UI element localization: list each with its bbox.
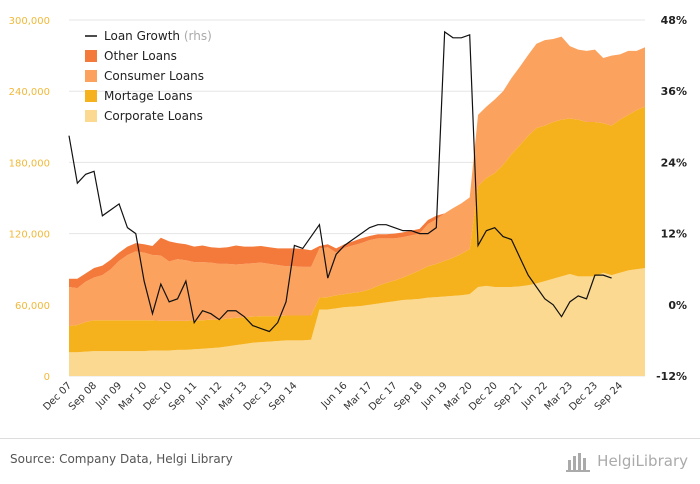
right-tick-label: -12% [656, 370, 687, 383]
area-corporate [69, 268, 645, 376]
left-tick-label: 0 [44, 372, 50, 383]
stacked-areas [69, 36, 645, 376]
area-consumer [69, 36, 645, 327]
left-tick-label: 240,000 [9, 87, 50, 98]
helgi-library-logo-icon [566, 453, 591, 472]
left-axis: 0 60,000 120,000 180,000 240,000 300,000 [9, 16, 50, 383]
left-tick-label: 120,000 [9, 230, 50, 241]
right-tick-label: 12% [661, 228, 687, 241]
legend-swatch-consumer [85, 70, 97, 82]
brand-logo: HelgiLibrary [566, 449, 688, 473]
loan-growth-polyline [68, 30, 612, 333]
legend-label-corporate: Corporate Loans [104, 109, 203, 123]
source-note: Source: Company Data, Helgi Library [10, 452, 233, 466]
legend-label-mortgage: Mortage Loans [104, 89, 193, 103]
x-tick-label: Sep 11 [167, 380, 199, 412]
brand-name: HelgiLibrary [597, 452, 688, 470]
left-tick-label: 180,000 [9, 158, 50, 169]
legend-label-loan_growth: Loan Growth (rhs) [104, 29, 212, 43]
left-tick-label: 60,000 [15, 301, 50, 312]
footer: Source: Company Data, Helgi Library Helg… [0, 438, 700, 484]
x-tick-label: Sep 18 [392, 380, 424, 412]
right-tick-label: 0% [668, 299, 687, 312]
right-tick-label: 36% [661, 85, 687, 98]
legend-label-other: Other Loans [104, 49, 177, 63]
left-tick-label: 300,000 [9, 16, 50, 27]
loan-composition-chart: 0 60,000 120,000 180,000 240,000 300,000 -12%… [9, 14, 687, 413]
right-axis: -12% 0% 12% 24% 36% 48% [656, 14, 687, 383]
legend-suffix: (rhs) [180, 29, 212, 43]
legend-swatch-other [85, 50, 97, 62]
right-tick-label: 48% [661, 14, 687, 27]
area-mortgage [69, 106, 645, 353]
chart-legend: Loan Growth (rhs) Other Loans Consumer Loa… [85, 29, 212, 123]
legend-swatch-corporate [85, 110, 97, 122]
x-tick-label: Sep 21 [493, 380, 525, 412]
x-tick-label: Sep 14 [267, 380, 299, 412]
x-tick-label: Sep 08 [67, 380, 99, 412]
legend-label-consumer: Consumer Loans [104, 69, 204, 83]
right-tick-label: 24% [661, 156, 687, 169]
legend-swatch-mortgage [85, 90, 97, 102]
x-tick-label: Sep 24 [593, 380, 625, 412]
loan-growth-line [68, 30, 612, 333]
